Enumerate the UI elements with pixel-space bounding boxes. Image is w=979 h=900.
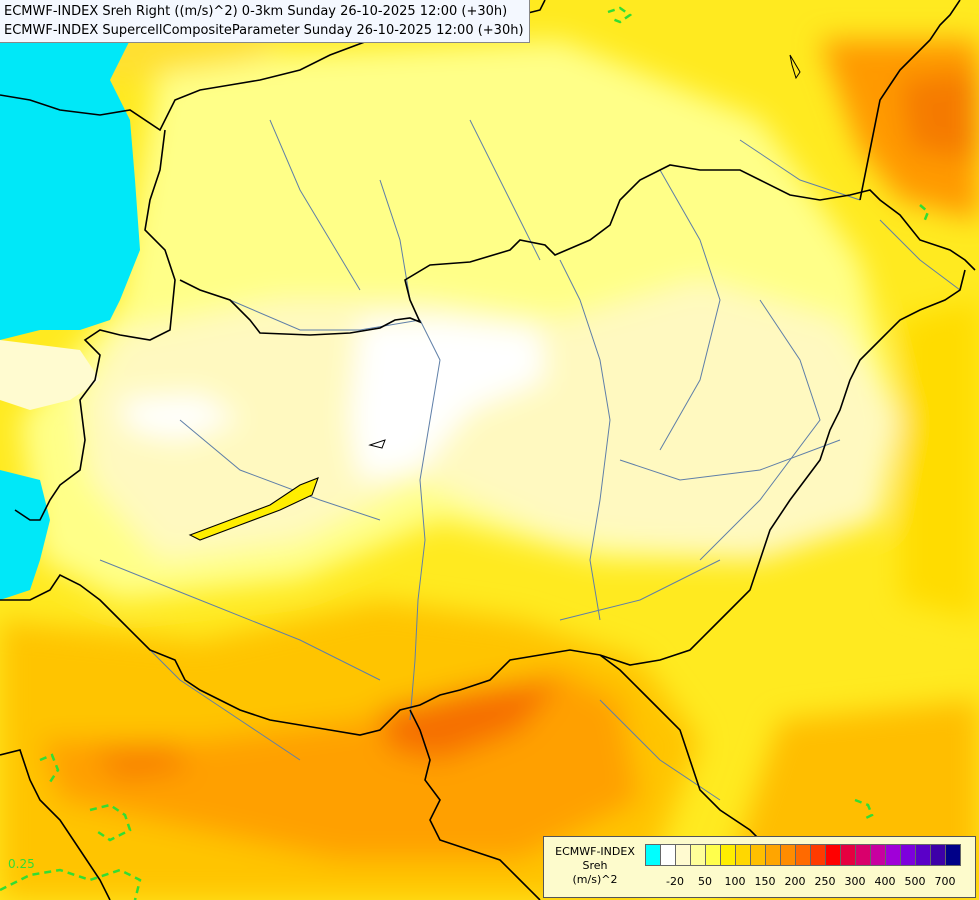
legend-tick-label: 100: [724, 875, 746, 888]
zone-pale-center: [80, 280, 900, 560]
legend-tick-label: 50: [698, 875, 712, 888]
lake-balaton: [188, 477, 319, 541]
legend-swatch: [645, 844, 661, 866]
legend-swatch: [885, 844, 901, 866]
legend-swatch: [915, 844, 931, 866]
zone-deep-orange-northeast: [900, 70, 979, 160]
legend-tick-label: 500: [904, 875, 926, 888]
coast-land: [0, 340, 100, 410]
legend-swatch: [765, 844, 781, 866]
legend-swatch: [660, 844, 676, 866]
legend-swatch: [735, 844, 751, 866]
legend-swatch: [930, 844, 946, 866]
legend-swatch: [945, 844, 961, 866]
legend-swatch: [900, 844, 916, 866]
title-line-scp: ECMWF-INDEX SupercellCompositeParameter …: [4, 23, 524, 38]
legend-swatch: [810, 844, 826, 866]
legend-swatch: [780, 844, 796, 866]
sea-area: [0, 0, 140, 340]
legend-tick-label: 300: [844, 875, 866, 888]
title-line-sreh: ECMWF-INDEX Sreh Right ((m/s)^2) 0-3km S…: [4, 4, 508, 19]
legend-swatch: [705, 844, 721, 866]
sea-area-2: [0, 470, 50, 600]
legend-tick-label: 700: [934, 875, 956, 888]
legend-swatch: [870, 844, 886, 866]
legend-title-line-1: ECMWF-INDEX: [555, 845, 635, 858]
lake-small-1: [368, 439, 386, 449]
zone-yellow-east: [900, 300, 979, 620]
legend-swatches: [645, 844, 961, 866]
lake-small-2: [789, 54, 801, 80]
zone-white-west: [120, 395, 240, 440]
legend-tick-label: 150: [754, 875, 776, 888]
legend-tick-label: 200: [784, 875, 806, 888]
zone-deep-orange: [380, 680, 560, 760]
colorbar-legend: ECMWF-INDEX Sreh (m/s)^2 -20 50 100 150 200 2…: [543, 836, 976, 898]
scp-contours: [0, 6, 930, 900]
legend-ticks: -20 50 100 150 200 250 300 400 500 700: [645, 875, 975, 891]
zone-white-core: [350, 318, 545, 480]
legend-title: ECMWF-INDEX Sreh (m/s)^2: [548, 845, 642, 887]
legend-swatch: [840, 844, 856, 866]
legend-tick-label: -20: [666, 875, 684, 888]
legend-tick-label: 400: [874, 875, 896, 888]
legend-title-line-3: (m/s)^2: [572, 873, 618, 886]
scp-contour-label: 0.25: [8, 857, 35, 871]
legend-swatch: [720, 844, 736, 866]
legend-swatch: [825, 844, 841, 866]
map-title-box: ECMWF-INDEX Sreh Right ((m/s)^2) 0-3km S…: [0, 0, 530, 43]
legend-swatch: [750, 844, 766, 866]
legend-tick-label: 250: [814, 875, 836, 888]
legend-title-line-2: Sreh: [582, 859, 608, 872]
legend-swatch: [795, 844, 811, 866]
legend-swatch: [690, 844, 706, 866]
rivers: [99, 119, 961, 801]
legend-swatch: [855, 844, 871, 866]
zone-deep-orange-2: [90, 745, 190, 780]
legend-swatch: [675, 844, 691, 866]
